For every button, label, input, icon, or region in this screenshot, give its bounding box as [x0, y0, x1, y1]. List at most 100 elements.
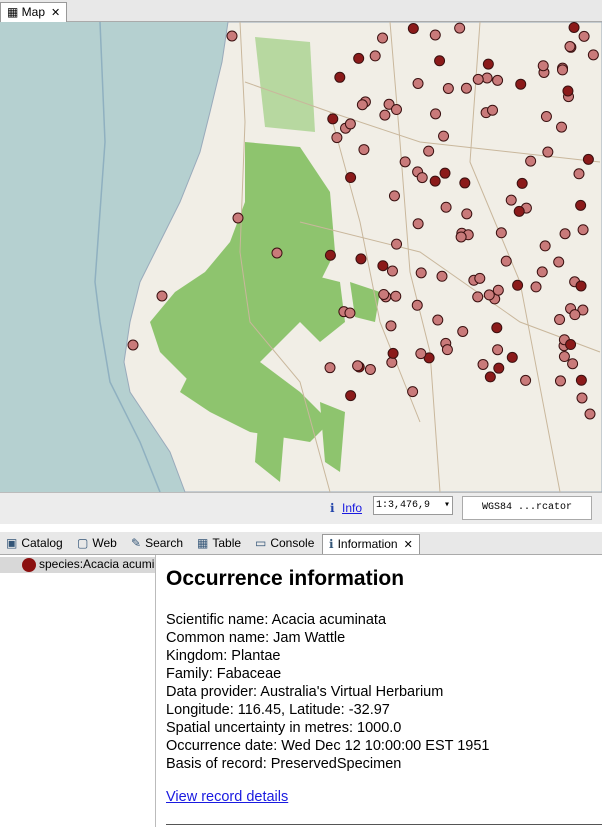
- tab-label: Search: [145, 536, 184, 550]
- close-icon: ✕: [403, 539, 413, 551]
- tab-icon: ✎: [131, 536, 142, 550]
- occurrence-point: [577, 224, 589, 236]
- occurrence-point: [377, 260, 389, 272]
- info-icon: ℹ: [330, 501, 335, 515]
- map-tab-label: Map: [21, 5, 46, 19]
- occurrence-point: [232, 212, 244, 224]
- occurrence-point: [578, 30, 590, 42]
- view-tab[interactable]: ▦ Table: [191, 534, 247, 554]
- occurrence-point: [454, 22, 466, 34]
- occurrence-point: [587, 49, 599, 61]
- occurrence-point: [540, 111, 552, 123]
- occurrence-point: [344, 307, 356, 319]
- occurrence-point: [576, 392, 588, 404]
- occurrence-point: [558, 351, 570, 363]
- occurrence-point: [327, 113, 339, 125]
- occurrence-point: [530, 281, 542, 293]
- crs-button[interactable]: WGS84 ...rcator: [462, 496, 592, 520]
- occurrence-point: [495, 227, 507, 239]
- occurrence-point: [582, 153, 594, 165]
- view-tab[interactable]: ▢ Web: [71, 534, 123, 554]
- occurrence-point: [356, 99, 368, 111]
- occurrence-point: [434, 55, 446, 67]
- occurrence-point: [412, 77, 424, 89]
- map-canvas[interactable]: [0, 22, 602, 492]
- view-tab[interactable]: ▭ Console: [249, 534, 320, 554]
- occurrence-point: [483, 289, 495, 301]
- occurrence-point: [156, 290, 168, 302]
- occurrence-point: [385, 320, 397, 332]
- occurrence-point: [386, 265, 398, 277]
- occurrence-point: [390, 104, 402, 116]
- occurrence-point: [472, 291, 484, 303]
- occurrence-point: [324, 362, 336, 374]
- tab-label: Catalog: [21, 536, 63, 550]
- view-tab[interactable]: ℹ Information ✕: [322, 534, 420, 554]
- occurrence-point: [432, 314, 444, 326]
- occurrence-point: [271, 247, 283, 259]
- layer-icon: [22, 557, 36, 572]
- occurrence-point: [505, 194, 517, 206]
- occurrence-point: [415, 348, 427, 360]
- occurrence-point: [559, 228, 571, 240]
- map-tab[interactable]: ▦ Map ✕: [0, 2, 68, 22]
- info-line: Occurrence date: Wed Dec 12 10:00:00 EST…: [166, 738, 490, 754]
- occurrence-point: [474, 272, 486, 284]
- occurrence-point: [383, 98, 395, 110]
- occurrence-point: [331, 132, 343, 144]
- close-icon[interactable]: ✕: [51, 7, 61, 19]
- info-line: Scientific name: Acacia acuminata: [166, 612, 387, 628]
- occurrence-point: [493, 362, 505, 374]
- occurrence-point: [562, 85, 574, 97]
- views-tab-bar: ▣ Catalog ▢ Web ✎ Search ▦ Table ▭ Console ℹ Inform…: [0, 532, 602, 555]
- tab-label: Console: [270, 536, 315, 550]
- occurrence-point: [386, 356, 398, 368]
- info-line: Common name: Jam Wattle: [166, 630, 346, 646]
- info-link[interactable]: Info: [342, 501, 363, 515]
- occurrence-point: [512, 279, 524, 291]
- info-line: Kingdom: Plantae: [166, 648, 281, 664]
- occurrence-point: [457, 325, 469, 337]
- occurrence-point: [557, 64, 569, 76]
- occurrence-point: [500, 255, 512, 267]
- occurrence-point: [568, 22, 580, 33]
- occurrence-point: [387, 347, 399, 359]
- info-line: Data provider: Australia's Virtual Herba…: [166, 684, 444, 700]
- scale-combo[interactable]: 1:3,476,9 ▾: [373, 496, 453, 515]
- occurrence-point: [442, 82, 454, 94]
- occurrence-point: [516, 177, 528, 189]
- occurrence-point: [439, 167, 451, 179]
- info-line: Longitude: 116.45, Latitude: -32.97: [166, 702, 390, 718]
- record-link[interactable]: View record details: [166, 789, 289, 805]
- occurrence-point: [542, 146, 554, 158]
- occurrence-point: [379, 109, 391, 121]
- tab-label: Information: [337, 537, 398, 551]
- layer-list: species:Acacia acumin: [0, 555, 156, 827]
- occurrence-point: [345, 390, 357, 402]
- roads: [239, 22, 601, 492]
- occurrence-point: [324, 249, 336, 261]
- occurrence-point: [487, 104, 499, 116]
- occurrence-point: [575, 374, 587, 386]
- tab-icon: ℹ: [329, 537, 334, 551]
- layer-item[interactable]: species:Acacia acumin: [0, 557, 155, 573]
- occurrence-point: [378, 288, 390, 300]
- occurrence-point: [416, 172, 428, 184]
- occurrence-point: [584, 408, 596, 420]
- occurrence-point: [554, 375, 566, 387]
- occurrence-point: [506, 351, 518, 363]
- occurrence-point: [358, 144, 370, 156]
- occurrence-point: [569, 309, 581, 321]
- view-tab[interactable]: ✎ Search: [125, 534, 189, 554]
- info-line: Family: Fabaceae: [166, 666, 282, 682]
- occurrence-point: [491, 322, 503, 334]
- tab-icon: ▣: [6, 536, 18, 550]
- view-tab[interactable]: ▣ Catalog: [0, 534, 69, 554]
- tab-label: Web: [92, 536, 117, 550]
- separator: [166, 824, 602, 825]
- occurrence-point: [537, 60, 549, 72]
- occurrence-point: [344, 118, 356, 130]
- occurrence-point: [391, 238, 403, 250]
